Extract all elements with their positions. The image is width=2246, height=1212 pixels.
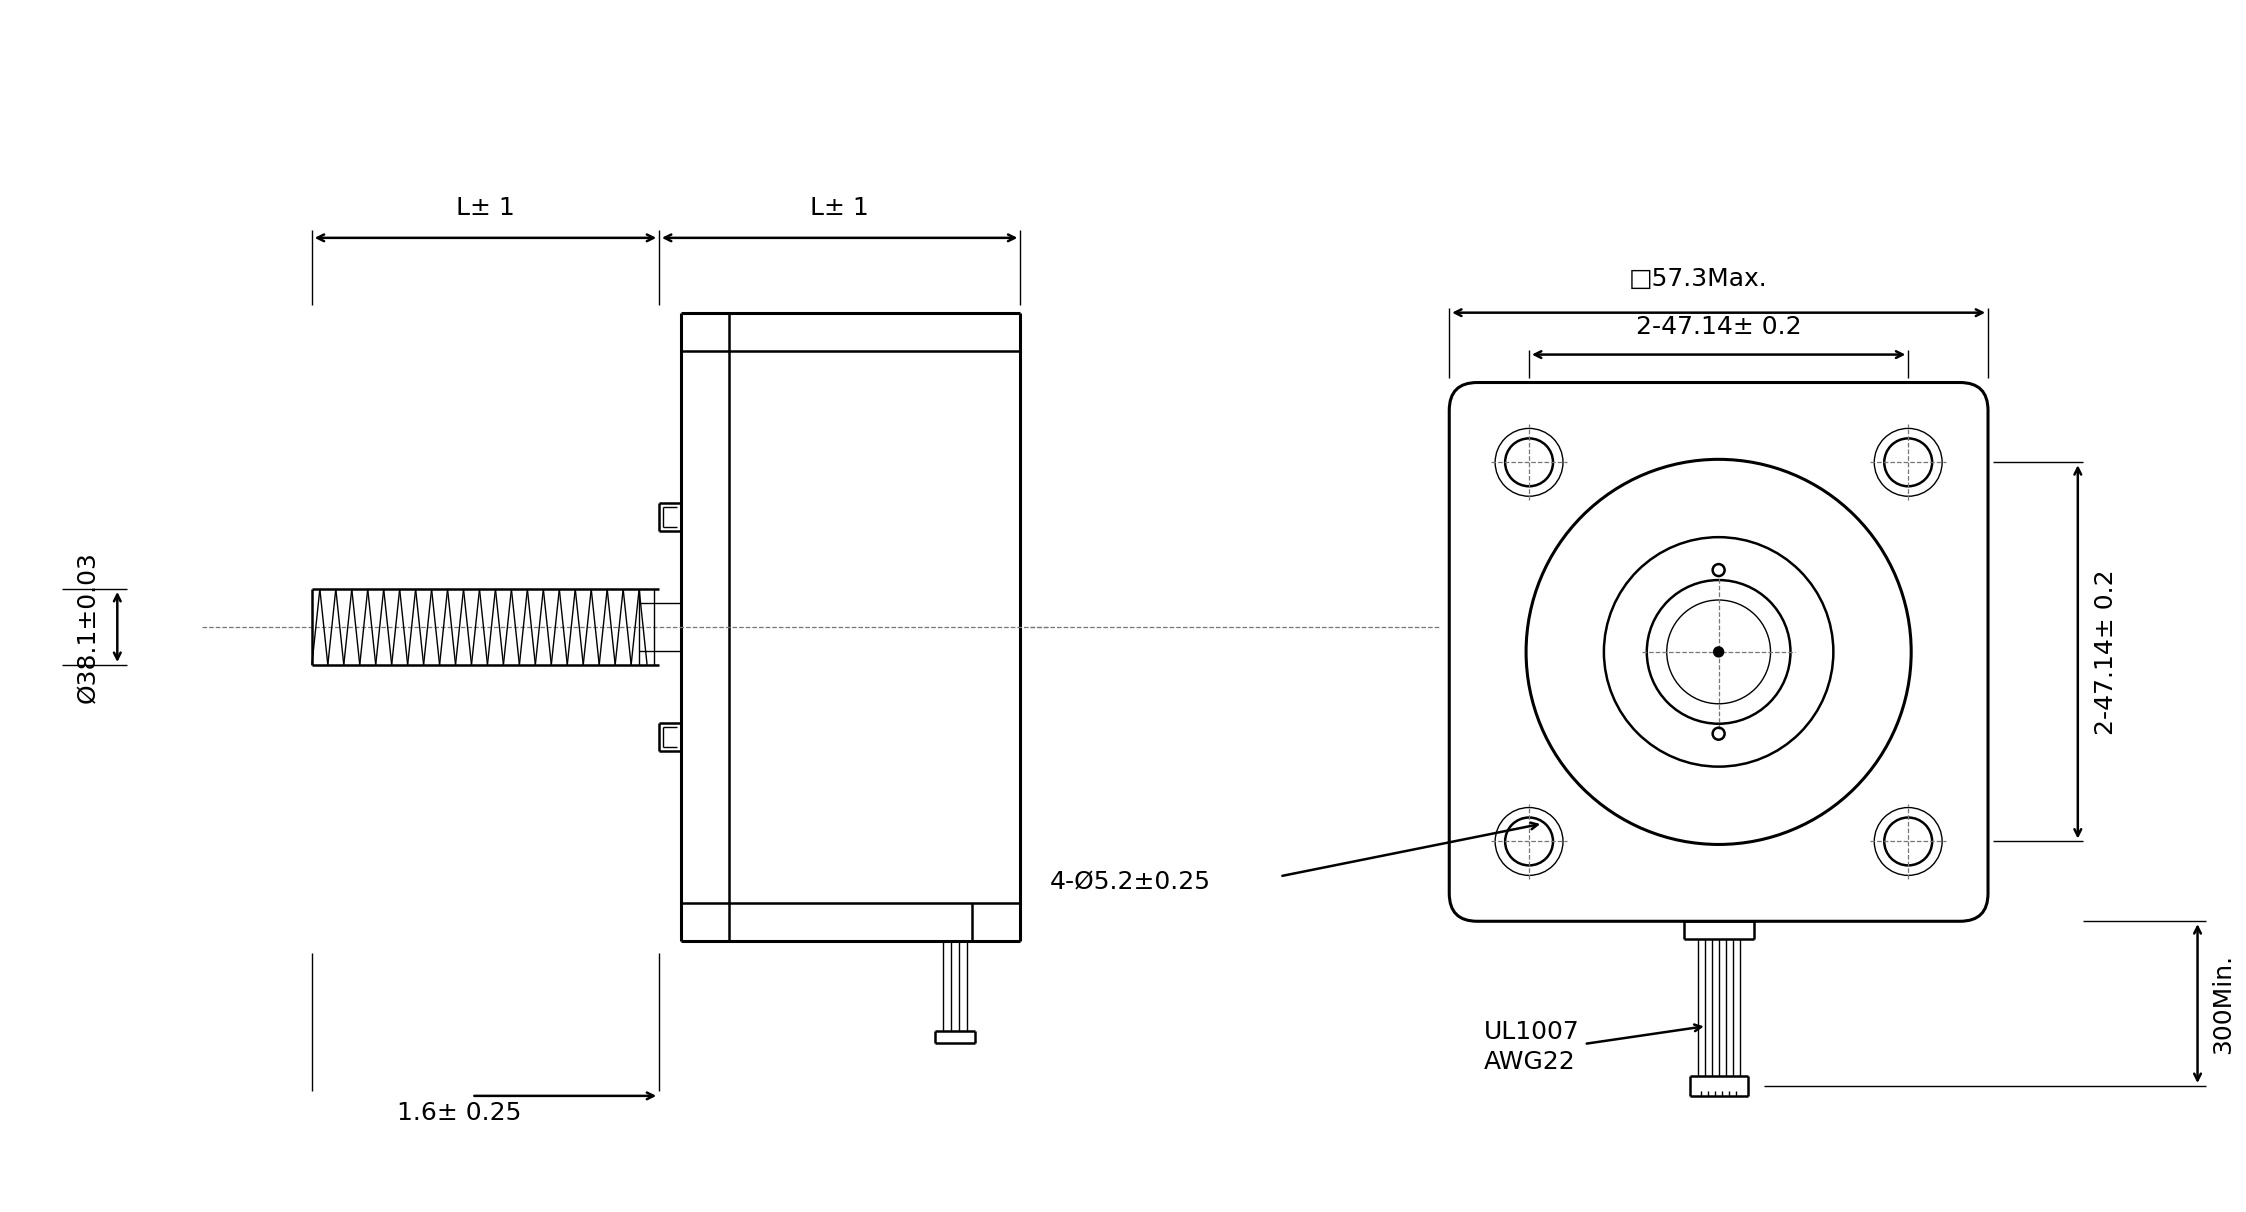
- Text: 2-47.14± 0.2: 2-47.14± 0.2: [2093, 570, 2118, 734]
- Circle shape: [1714, 647, 1723, 657]
- Text: AWG22: AWG22: [1485, 1050, 1577, 1074]
- Text: 2-47.14± 0.2: 2-47.14± 0.2: [1635, 315, 1801, 338]
- Text: 300Min.: 300Min.: [2212, 954, 2235, 1053]
- Text: 1.6± 0.25: 1.6± 0.25: [398, 1100, 521, 1125]
- Text: 4-Ø5.2±0.25: 4-Ø5.2±0.25: [1051, 869, 1211, 893]
- Text: Ø38.1±0.03: Ø38.1±0.03: [76, 551, 99, 703]
- Text: L± 1: L± 1: [811, 196, 869, 219]
- Text: □57.3Max.: □57.3Max.: [1628, 267, 1768, 291]
- Text: L± 1: L± 1: [456, 196, 514, 219]
- Text: UL1007: UL1007: [1485, 1021, 1579, 1044]
